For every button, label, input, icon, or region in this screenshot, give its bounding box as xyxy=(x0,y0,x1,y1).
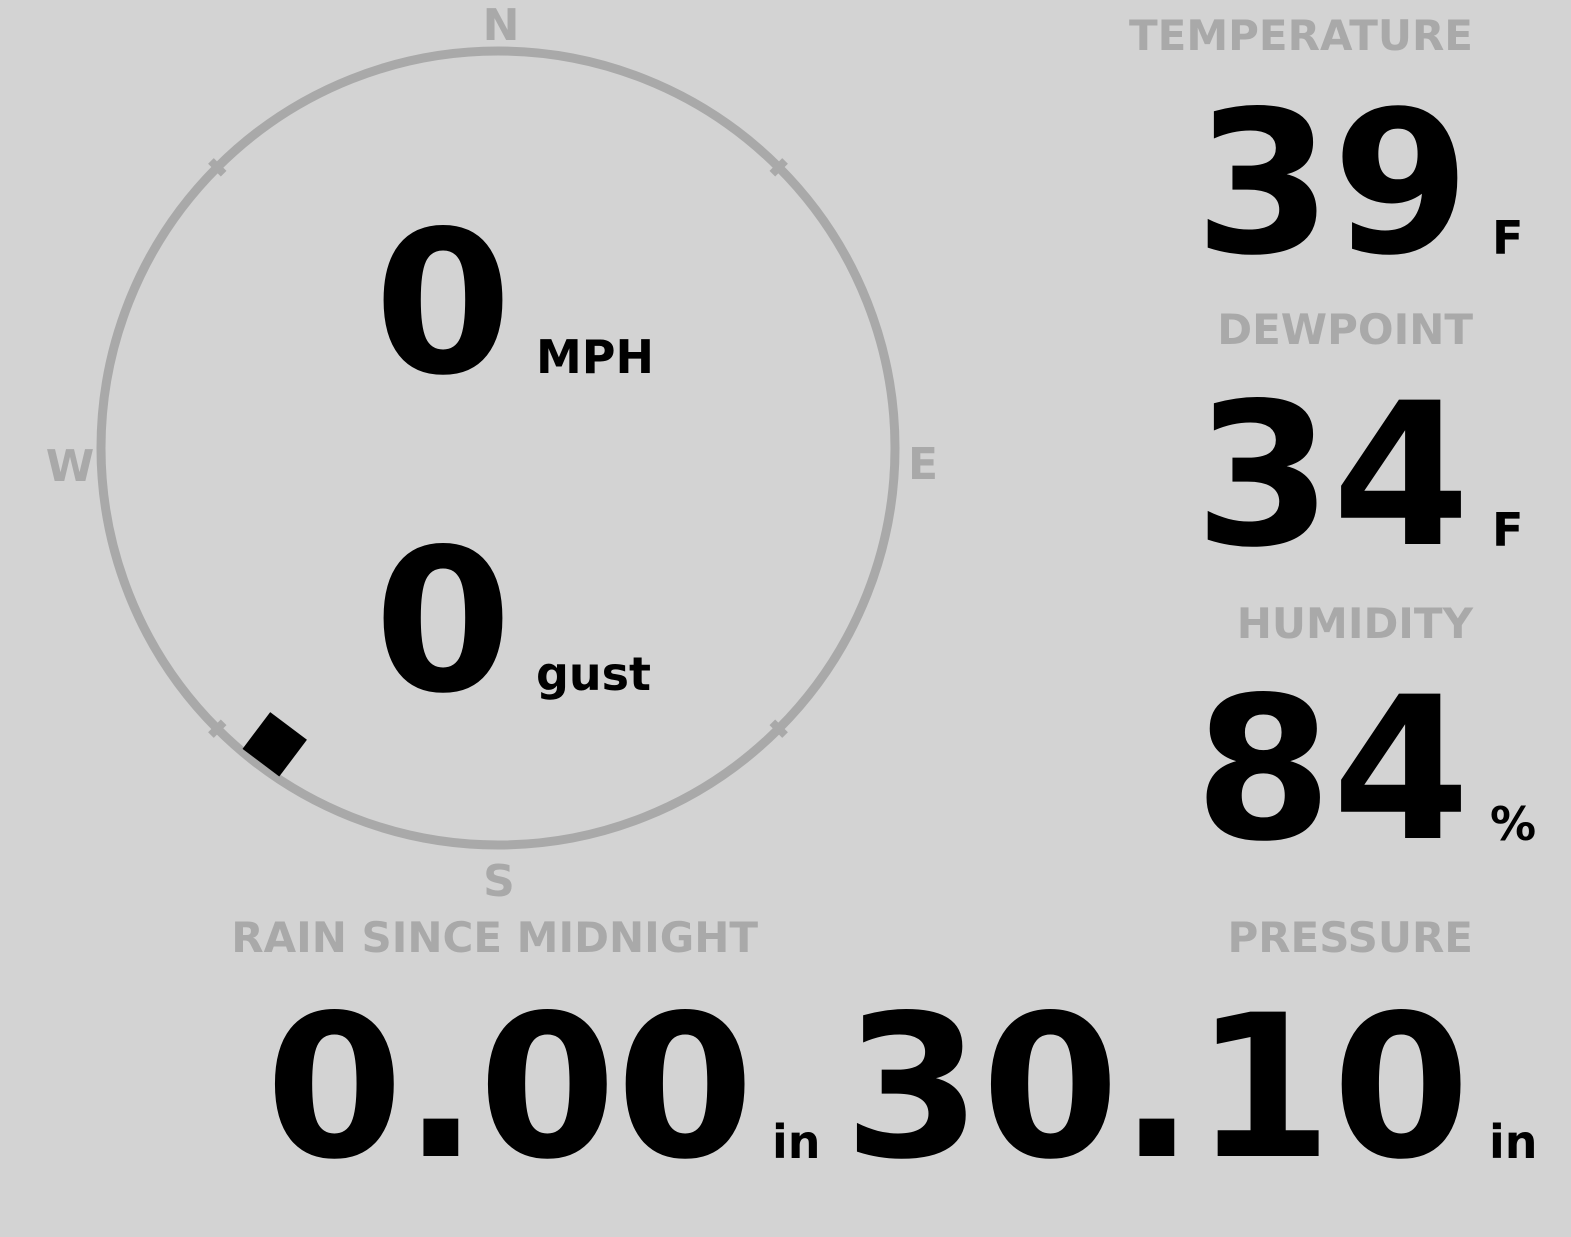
rain-panel: RAIN SINCE MIDNIGHT 0.00 in xyxy=(231,913,820,1203)
wind-compass: N S W E 0 MPH 0 gust xyxy=(46,0,938,907)
pressure-panel: PRESSURE 30.10 in xyxy=(844,913,1538,1203)
wind-speed-value: 0 xyxy=(374,188,512,419)
pressure-unit: in xyxy=(1489,1115,1538,1169)
wind-gust-value: 0 xyxy=(374,506,512,737)
temperature-value: 39 xyxy=(1194,68,1470,299)
humidity-label: HUMIDITY xyxy=(1237,599,1474,648)
humidity-unit: % xyxy=(1490,797,1536,851)
compass-ring xyxy=(96,46,900,850)
compass-notch xyxy=(769,719,788,738)
compass-east: E xyxy=(908,439,938,490)
temperature-unit: F xyxy=(1492,211,1523,265)
humidity-panel: HUMIDITY 84 % xyxy=(1194,599,1536,885)
compass-west: W xyxy=(46,441,95,492)
wind-gust-unit: gust xyxy=(536,647,651,701)
pressure-value: 30.10 xyxy=(844,972,1470,1203)
rain-value: 0.00 xyxy=(265,972,754,1203)
dewpoint-value: 34 xyxy=(1194,360,1470,591)
compass-notches xyxy=(208,158,788,738)
dewpoint-panel: DEWPOINT 34 F xyxy=(1194,305,1523,591)
rain-label: RAIN SINCE MIDNIGHT xyxy=(231,913,758,962)
compass-notch xyxy=(208,158,227,177)
dewpoint-label: DEWPOINT xyxy=(1217,305,1473,354)
rain-unit: in xyxy=(772,1115,821,1169)
temperature-label: TEMPERATURE xyxy=(1129,11,1473,60)
compass-notch xyxy=(208,719,227,738)
compass-south: S xyxy=(483,856,515,907)
pressure-label: PRESSURE xyxy=(1227,913,1473,962)
compass-north: N xyxy=(483,0,520,51)
wind-direction-marker-icon xyxy=(242,712,307,777)
dewpoint-unit: F xyxy=(1492,503,1523,557)
wind-speed-unit: MPH xyxy=(536,330,654,384)
compass-notch xyxy=(769,158,788,177)
temperature-panel: TEMPERATURE 39 F xyxy=(1129,11,1523,299)
humidity-value: 84 xyxy=(1194,654,1470,885)
